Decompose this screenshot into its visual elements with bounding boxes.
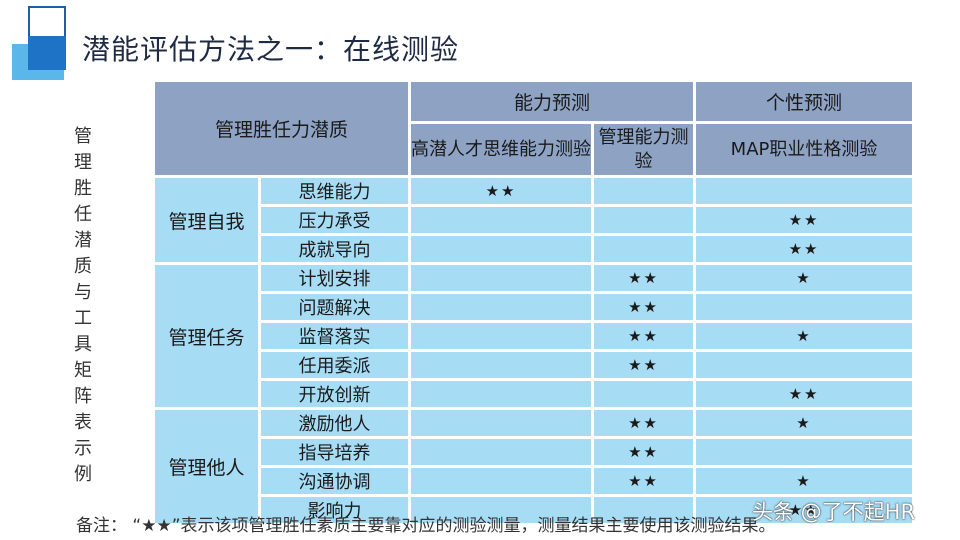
- management-test-rating-cell: [591, 204, 697, 236]
- category-cell: 管理任务: [152, 262, 261, 410]
- table-row: 监督落实 ★★ ★: [154, 320, 916, 352]
- vertical-label-char: 表: [74, 412, 92, 433]
- management-test-rating-cell: [591, 175, 697, 207]
- header-ability-prediction: 能力预测: [408, 79, 697, 124]
- vertical-label-char: 理: [74, 152, 92, 173]
- thinking-test-rating-cell: [408, 407, 595, 439]
- vertical-label-char: 例: [74, 464, 92, 485]
- competency-item-cell: 计划安排: [257, 262, 412, 294]
- competency-item-cell: 压力承受: [257, 204, 412, 236]
- competency-item-cell: 开放创新: [257, 378, 412, 410]
- thinking-test-rating-cell: [408, 262, 595, 294]
- thinking-test-rating-cell: [408, 465, 595, 497]
- thinking-test-rating-cell: [408, 291, 595, 323]
- competency-item-cell: 沟通协调: [257, 465, 412, 497]
- vertical-label-char: 管: [74, 126, 92, 147]
- competency-matrix-table: 管理胜任力潜质 能力预测 个性预测 高潜人才思维能力测验 管理能力测验 MAP职…: [151, 79, 916, 526]
- thinking-test-rating-cell: [408, 378, 595, 410]
- map-test-rating-cell: ★★: [693, 233, 916, 265]
- watermark: 头条 @了不起HR: [752, 500, 916, 524]
- management-test-rating-cell: [591, 378, 697, 410]
- vertical-label-char: 具: [74, 334, 92, 355]
- table-row: 任用委派 ★★: [154, 349, 916, 381]
- vertical-label-char: 矩: [74, 360, 92, 381]
- table-row: 开放创新 ★★: [154, 378, 916, 410]
- table-row: 沟通协调 ★★ ★: [154, 465, 916, 497]
- map-test-rating-cell: ★: [693, 407, 916, 439]
- map-test-rating-cell: ★★: [693, 204, 916, 236]
- thinking-test-rating-cell: [408, 349, 595, 381]
- page-title: 潜能评估方法之一：在线测验: [82, 33, 460, 66]
- table-row: 管理他人 激励他人 ★★ ★: [152, 407, 916, 526]
- map-test-rating-cell: [693, 291, 916, 323]
- map-test-rating-cell: ★: [693, 262, 916, 294]
- thinking-test-rating-cell: ★★: [408, 175, 595, 207]
- vertical-label-char: 与: [74, 282, 92, 303]
- management-test-rating-cell: ★★: [591, 465, 697, 497]
- vertical-label-char: 质: [74, 256, 92, 277]
- vertical-label-char: 工: [74, 308, 92, 329]
- management-test-rating-cell: ★★: [591, 436, 697, 468]
- thinking-test-rating-cell: [408, 320, 595, 352]
- vertical-label-char: 示: [74, 438, 92, 459]
- thinking-test-rating-cell: [408, 436, 595, 468]
- table-row: 问题解决 ★★: [154, 291, 916, 323]
- table-row: 管理自我 思维能力 ★★: [152, 175, 916, 265]
- competency-item-cell: 思维能力: [257, 175, 412, 207]
- map-test-rating-cell: [693, 349, 916, 381]
- table-row: 成就导向 ★★: [154, 233, 916, 265]
- competency-item-cell: 任用委派: [257, 349, 412, 381]
- competency-item-cell: 激励他人: [257, 407, 412, 439]
- header-map-test: MAP职业性格测验: [693, 121, 916, 178]
- table-row: 管理任务 计划安排 ★★ ★: [152, 262, 916, 410]
- competency-item-cell: 问题解决: [257, 291, 412, 323]
- map-test-rating-cell: ★: [693, 465, 916, 497]
- competency-item-cell: 指导培养: [257, 436, 412, 468]
- thinking-test-rating-cell: [408, 494, 595, 526]
- map-test-rating-cell: [693, 175, 916, 207]
- thinking-test-rating-cell: [408, 233, 595, 265]
- competency-item-cell: 监督落实: [257, 320, 412, 352]
- thinking-test-rating-cell: [408, 204, 595, 236]
- map-test-rating-cell: ★★: [693, 494, 916, 526]
- table-row: 指导培养 ★★: [154, 436, 916, 468]
- vertical-label-char: 潜: [74, 230, 92, 251]
- management-test-rating-cell: ★★: [591, 320, 697, 352]
- management-test-rating-cell: ★★: [591, 349, 697, 381]
- decor-square-dark: [28, 36, 66, 70]
- footnote: 备注： “★★”表示该项管理胜任素质主要靠对应的测验测量，测量结果主要使用该测验…: [76, 516, 776, 536]
- vertical-label-char: 胜: [74, 178, 92, 199]
- competency-item-cell: 影响力: [257, 494, 412, 526]
- header-competency: 管理胜任力潜质: [151, 79, 412, 178]
- table-row: 影响力 ★★: [154, 494, 916, 526]
- map-test-rating-cell: [693, 436, 916, 468]
- vertical-label-char: 阵: [74, 386, 92, 407]
- management-test-rating-cell: [591, 494, 697, 526]
- table-row: 压力承受 ★★: [154, 204, 916, 236]
- vertical-label: 管理胜任潜质与工具矩阵表示例: [70, 124, 96, 488]
- header-thinking-test: 高潜人才思维能力测验: [408, 121, 595, 178]
- map-test-rating-cell: ★: [693, 320, 916, 352]
- category-cell: 管理他人: [152, 407, 261, 526]
- management-test-rating-cell: [591, 233, 697, 265]
- competency-item-cell: 成就导向: [257, 233, 412, 265]
- map-test-rating-cell: ★★: [693, 378, 916, 410]
- vertical-label-char: 任: [74, 204, 92, 225]
- header-management-test: 管理能力测验: [591, 121, 697, 178]
- header-personality-prediction: 个性预测: [693, 79, 916, 124]
- management-test-rating-cell: ★★: [591, 407, 697, 439]
- management-test-rating-cell: ★★: [591, 291, 697, 323]
- category-cell: 管理自我: [152, 175, 261, 265]
- management-test-rating-cell: ★★: [591, 262, 697, 294]
